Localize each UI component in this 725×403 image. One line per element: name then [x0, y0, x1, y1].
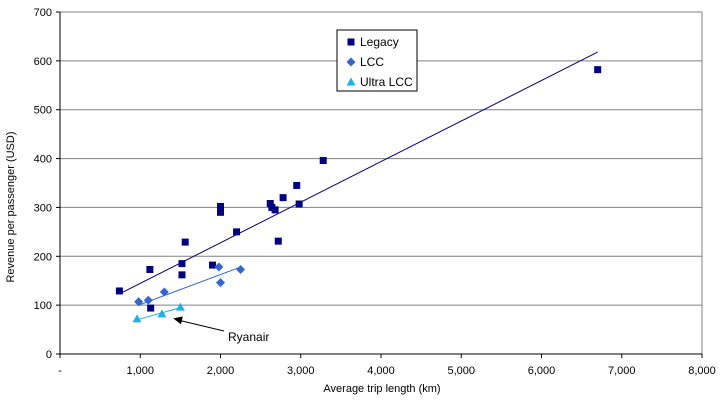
data-points	[115, 66, 602, 323]
data-point-lcc	[216, 278, 225, 288]
y-tick-label: 600	[34, 56, 52, 68]
trendline-legacy	[119, 51, 598, 295]
y-tick-label: 500	[34, 105, 52, 117]
annotations: Ryanair	[173, 316, 269, 344]
data-point-legacy	[208, 261, 216, 269]
x-tick-label: 4,000	[367, 365, 395, 377]
data-point-lcc	[134, 297, 144, 307]
data-point-legacy	[217, 208, 224, 216]
data-point-legacy	[178, 271, 186, 279]
x-tick-label: -	[58, 365, 62, 377]
annotation-arrowhead	[173, 316, 183, 325]
y-tick-label: 0	[46, 349, 52, 361]
data-point-legacy	[271, 206, 279, 214]
data-point-legacy	[178, 260, 186, 268]
data-point-ultra-lcc	[175, 302, 185, 311]
axes: 0 100 200 300 400 500 600 700 - 1,000 2,000 3,000 4,…	[34, 7, 716, 377]
legend-label-ultra-lcc: Ultra LCC	[360, 75, 413, 89]
x-tick-label: 7,000	[608, 365, 636, 377]
x-tick-label: 2,000	[207, 365, 235, 377]
x-axis-title: Average trip length (km)	[323, 383, 440, 395]
data-point-legacy	[217, 202, 224, 210]
data-point-lcc	[159, 287, 169, 297]
data-point-legacy	[279, 194, 287, 202]
trendline-lcc	[138, 266, 241, 306]
legend-label-legacy: Legacy	[360, 35, 399, 49]
data-point-lcc	[143, 295, 153, 305]
x-tick-label: 3,000	[287, 365, 315, 377]
x-tick-label: 1,000	[126, 365, 154, 377]
grid-lines	[60, 11, 703, 355]
trendlines	[119, 51, 598, 321]
data-point-legacy	[594, 66, 602, 74]
x-tick-label: 5,000	[447, 365, 475, 377]
y-tick-label: 300	[34, 202, 52, 214]
legend: Legacy LCC Ultra LCC	[336, 29, 418, 92]
trendline-ultra-lcc	[136, 307, 181, 321]
data-point-ultra-lcc	[132, 314, 142, 323]
data-point-legacy	[274, 237, 282, 245]
data-point-legacy	[181, 238, 189, 246]
data-point-legacy	[266, 200, 274, 208]
data-point-ultra-lcc	[157, 309, 167, 318]
data-point-legacy	[115, 287, 123, 295]
data-point-legacy	[233, 228, 241, 236]
annotation-label: Ryanair	[228, 330, 269, 344]
legend-label-lcc: LCC	[360, 55, 384, 69]
y-tick-label: 700	[34, 7, 52, 19]
y-tick-label: 400	[34, 154, 52, 166]
data-point-legacy	[146, 265, 154, 273]
legend-marker-legacy	[347, 38, 355, 46]
data-point-legacy	[147, 304, 155, 312]
data-point-lcc	[236, 264, 246, 274]
y-axis-title: Revenue per passenger (USD)	[5, 131, 17, 282]
data-point-lcc	[214, 262, 224, 272]
y-tick-label: 100	[34, 300, 52, 312]
y-tick-label: 200	[34, 251, 52, 263]
annotation-arrow-line	[175, 318, 225, 332]
legend-marker-lcc	[346, 57, 356, 67]
data-point-legacy	[293, 181, 301, 189]
data-point-legacy	[319, 157, 327, 165]
x-tick-label: 8,000	[688, 365, 716, 377]
data-point-legacy	[295, 200, 303, 208]
legend-marker-ultra-lcc	[346, 77, 356, 86]
x-tick-label: 6,000	[528, 365, 556, 377]
